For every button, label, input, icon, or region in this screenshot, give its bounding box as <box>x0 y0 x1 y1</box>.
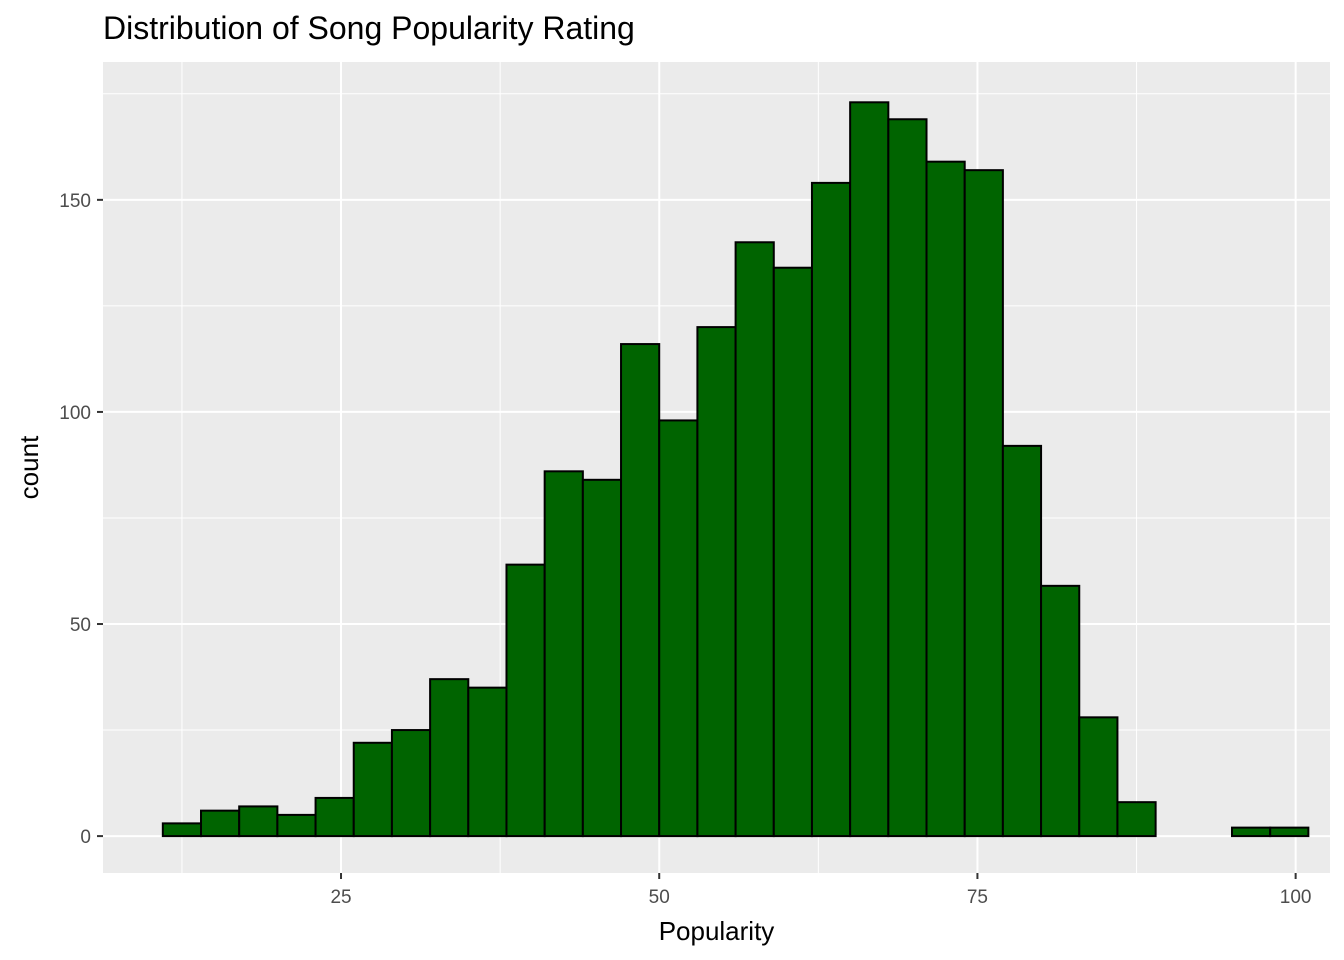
histogram-bar <box>849 101 890 838</box>
histogram-bar <box>620 343 661 838</box>
histogram-bar <box>1116 801 1157 838</box>
y-tick-label: 50 <box>70 615 91 636</box>
histogram-bar <box>200 809 241 838</box>
histogram-bar <box>1001 444 1043 838</box>
x-tick-label: 50 <box>649 887 670 908</box>
x-axis-label: Popularity <box>659 916 775 946</box>
y-tick-label: 100 <box>59 403 91 424</box>
histogram-bar <box>238 805 279 838</box>
histogram-bar <box>772 266 813 838</box>
histogram-bar <box>887 118 928 838</box>
x-tick-label: 75 <box>967 887 988 908</box>
histogram-bar <box>658 419 699 838</box>
histogram-bar <box>734 241 775 838</box>
y-axis-label: count <box>14 435 44 499</box>
histogram-bar <box>581 478 623 838</box>
histogram-bar <box>276 813 317 838</box>
histogram-bar <box>925 160 966 838</box>
histogram-bar <box>1230 826 1272 838</box>
y-tick-label: 150 <box>59 191 91 212</box>
histogram-bar <box>543 470 584 838</box>
histogram-bar <box>505 563 546 838</box>
histogram-bar <box>161 822 203 838</box>
histogram-bar <box>1269 826 1310 838</box>
histogram-bar <box>810 181 852 838</box>
y-tick-label: 0 <box>80 827 91 848</box>
chart-title: Distribution of Song Popularity Rating <box>103 10 635 46</box>
histogram-bar <box>429 678 470 838</box>
histogram-bar <box>1040 584 1081 838</box>
x-tick-label: 100 <box>1280 887 1312 908</box>
histogram-bar <box>467 686 508 838</box>
histogram-bar <box>390 729 432 838</box>
histogram-bar <box>1078 716 1119 838</box>
histogram-bars <box>161 101 1310 838</box>
histogram-bar <box>314 796 355 838</box>
histogram-bar <box>352 741 393 838</box>
x-tick-label: 25 <box>330 887 351 908</box>
axis-ticks: 25 50 75 100 0 50 100 150 <box>59 191 1311 908</box>
histogram-bar <box>963 169 1004 838</box>
histogram-bar <box>696 326 737 838</box>
